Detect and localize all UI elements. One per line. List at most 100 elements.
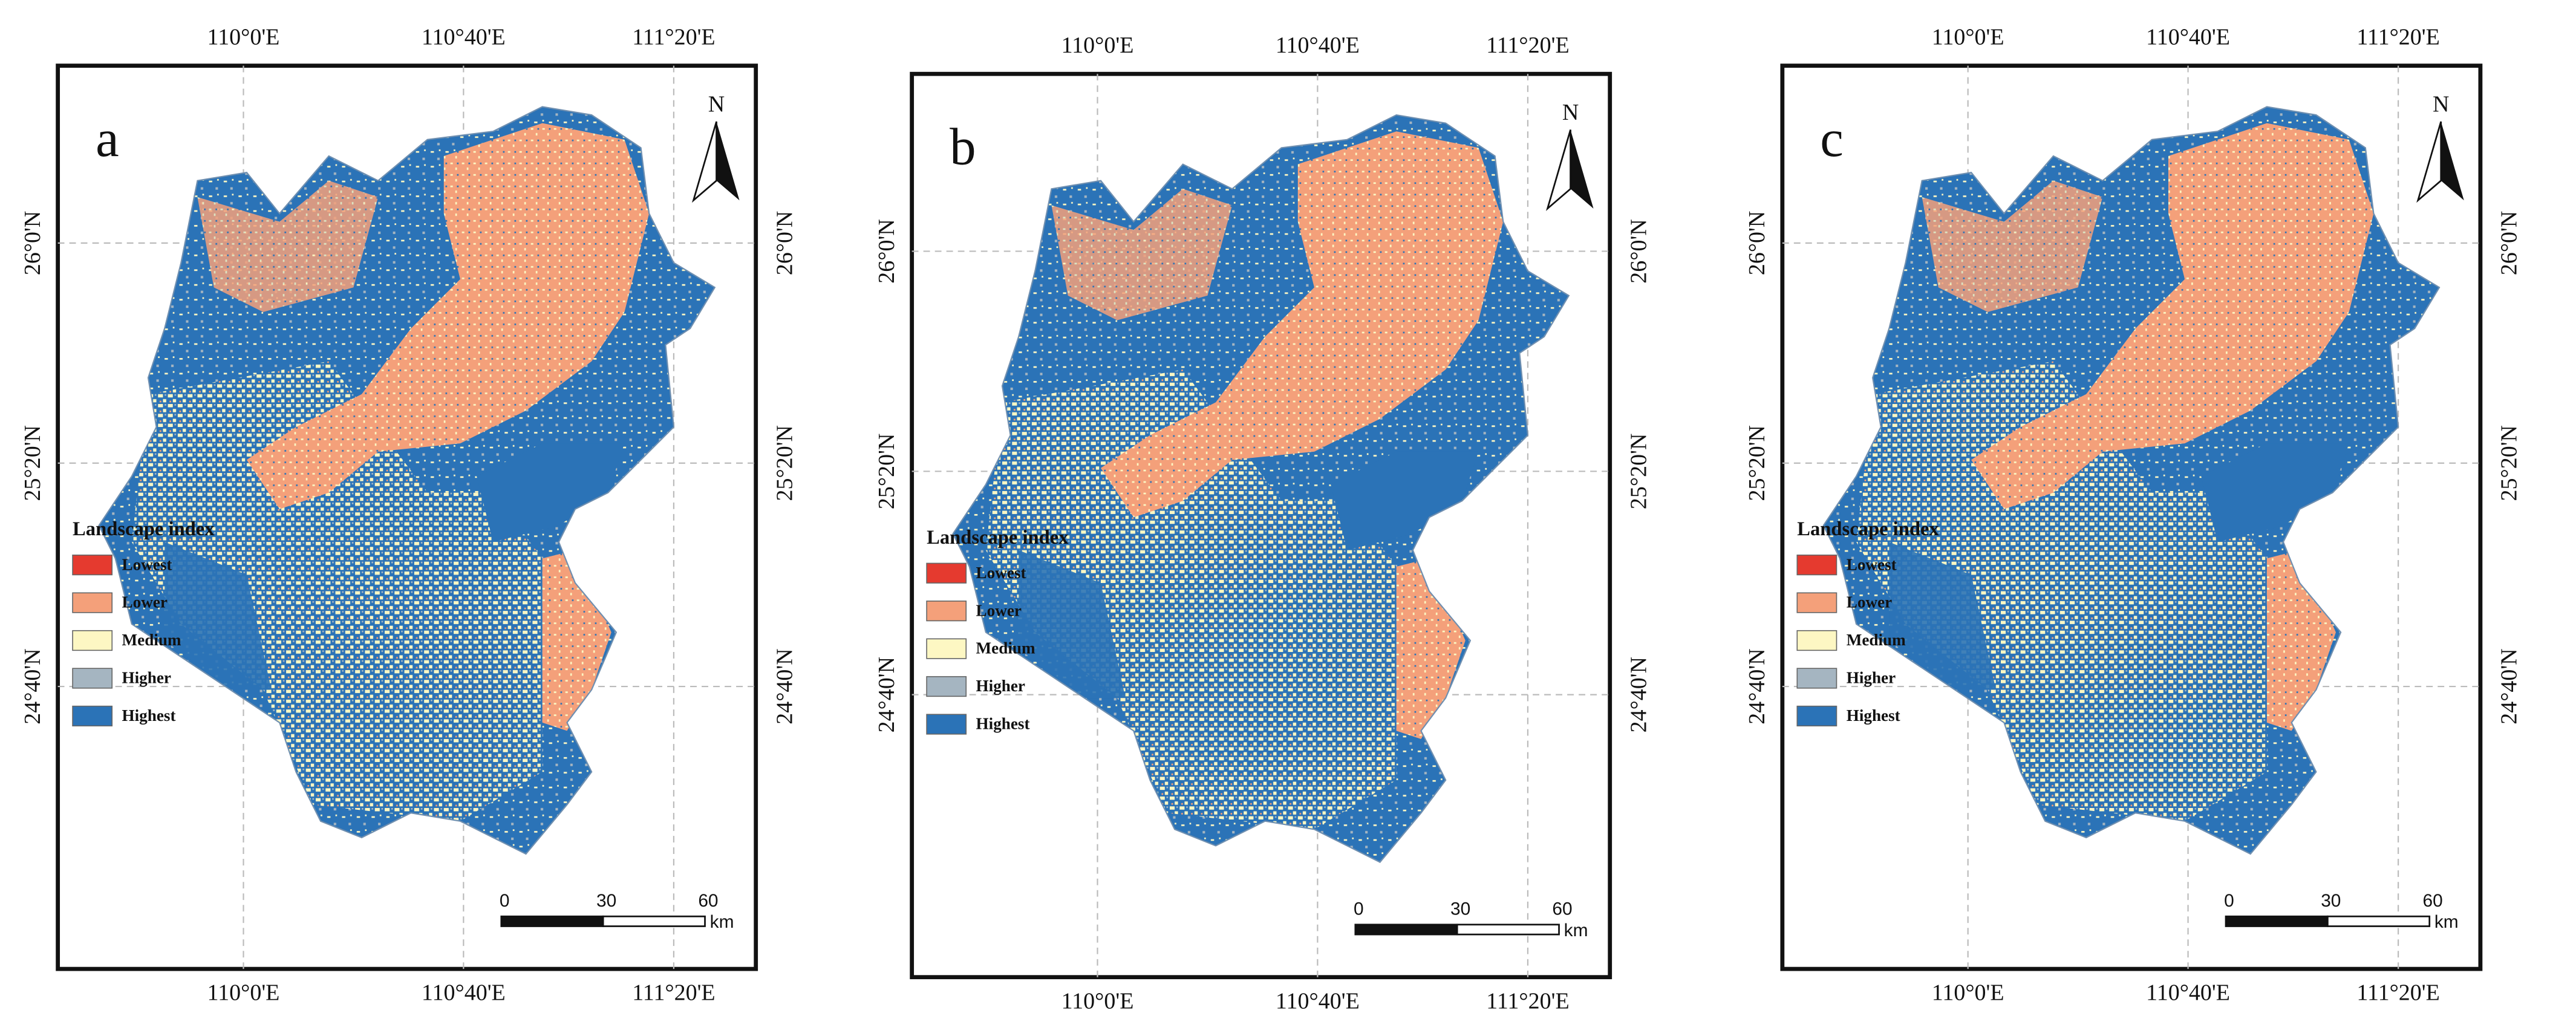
- scale-label: 0: [2224, 891, 2234, 911]
- latitude-label: 26°0'N: [20, 211, 45, 276]
- legend-label: Lowest: [122, 555, 172, 573]
- map-highest-zone: [2201, 443, 2349, 542]
- longitude-label: 111°20'E: [1486, 988, 1569, 1010]
- latitude-label: 26°0'N: [874, 219, 899, 284]
- longitude-label: 110°0'E: [1061, 33, 1134, 58]
- legend-swatch: [1796, 592, 1837, 613]
- north-arrow: [2416, 121, 2442, 203]
- legend-swatch: [1796, 555, 1837, 576]
- north-label: N: [708, 92, 725, 117]
- latitude-label: 25°20'N: [1626, 434, 1651, 509]
- longitude-label: 110°40'E: [422, 980, 506, 1006]
- map-panel: b 110°0'E 110°0'E 110°40'E 110°40'E 111°20'E 1…: [874, 33, 1652, 1010]
- scale-label: 0: [1354, 899, 1364, 919]
- map-lower-zone: [1971, 123, 2374, 509]
- scale-bar: [602, 915, 706, 927]
- legend-label: Medium: [122, 631, 181, 649]
- longitude-label: 111°20'E: [632, 980, 715, 1006]
- latitude-label: 25°20'N: [20, 425, 45, 501]
- legend-title: Landscape index: [73, 518, 215, 540]
- legend-title: Landscape index: [1797, 518, 1939, 540]
- legend-swatch: [72, 592, 113, 613]
- longitude-label: 111°20'E: [1486, 33, 1569, 58]
- longitude-label: 110°0'E: [207, 980, 280, 1006]
- latitude-label: 24°40'N: [1744, 648, 1770, 725]
- latitude-label: 24°40'N: [20, 648, 45, 725]
- map-lower-zone: [1100, 131, 1504, 518]
- latitude-label: 24°40'N: [2497, 648, 2522, 725]
- scale-bar: [500, 915, 604, 927]
- legend-swatch: [926, 562, 967, 584]
- legend-swatch: [72, 555, 113, 576]
- legend-label: Higher: [122, 669, 171, 687]
- map-medium-zone: [131, 361, 543, 821]
- map-lower-zone: [1051, 189, 1233, 321]
- scale-label: 30: [2321, 891, 2341, 911]
- map-outline: [98, 106, 716, 855]
- longitude-label: 110°0'E: [1061, 988, 1134, 1010]
- longitude-label: 110°40'E: [1276, 33, 1360, 58]
- legend-label: Lower: [1847, 593, 1892, 611]
- scale-bar: [1354, 924, 1458, 936]
- legend-label: Lowest: [976, 564, 1026, 582]
- legend-swatch: [1796, 630, 1837, 651]
- scale-unit: km: [2434, 912, 2459, 932]
- legend-label: Higher: [976, 677, 1025, 695]
- panel-label: a: [96, 109, 119, 168]
- scale-label: 60: [2423, 891, 2443, 911]
- latitude-label: 25°20'N: [1744, 425, 1770, 501]
- map-highest-zone: [477, 443, 625, 542]
- map-highest-zone: [1019, 550, 1126, 699]
- scale-bar: [2225, 915, 2329, 927]
- legend-label: Lowest: [1847, 555, 1897, 573]
- legend-swatch: [926, 676, 967, 697]
- legend-label: Highest: [1847, 706, 1900, 725]
- longitude-label: 110°40'E: [2146, 24, 2230, 50]
- legend-swatch: [72, 705, 113, 727]
- longitude-label: 111°20'E: [2356, 980, 2439, 1006]
- legend-swatch: [926, 714, 967, 735]
- map-highest-zone: [1889, 542, 1996, 690]
- longitude-label: 110°0'E: [1932, 980, 2004, 1006]
- scale-label: 30: [596, 891, 616, 911]
- north-label: N: [1562, 100, 1579, 125]
- map-highest-zone: [1331, 451, 1479, 550]
- legend-label: Medium: [1847, 631, 1906, 649]
- latitude-label: 25°20'N: [2497, 425, 2522, 501]
- latitude-label: 24°40'N: [1626, 657, 1651, 733]
- legend-swatch: [1796, 668, 1837, 689]
- legend-label: Medium: [976, 639, 1035, 657]
- longitude-label: 111°20'E: [2356, 24, 2439, 50]
- legend-label: Higher: [1847, 669, 1896, 687]
- latitude-label: 25°20'N: [772, 425, 797, 501]
- longitude-label: 110°0'E: [207, 24, 280, 50]
- legend-label: Lower: [122, 593, 168, 611]
- legend-title: Landscape index: [927, 527, 1069, 549]
- legend-swatch: [72, 630, 113, 651]
- latitude-label: 24°40'N: [772, 648, 797, 725]
- latitude-label: 26°0'N: [1744, 211, 1770, 276]
- north-arrow: [1545, 129, 1571, 211]
- map-medium-zone: [1856, 361, 2267, 821]
- scale-label: 60: [698, 891, 718, 911]
- map-lower-zone: [246, 123, 650, 509]
- map-panel: c 110°0'E 110°0'E 110°40'E 110°40'E 111°20'E 1…: [1744, 24, 2522, 1005]
- longitude-label: 110°0'E: [1932, 24, 2004, 50]
- map-panel: a 110°0'E 110°0'E 110°40'E 110°40'E 111°20'E 1…: [20, 24, 798, 1005]
- legend-label: Highest: [976, 715, 1030, 733]
- legend-swatch: [926, 601, 967, 622]
- scale-unit: km: [710, 912, 734, 932]
- panel-label: b: [950, 118, 976, 176]
- scale-label: 30: [1450, 899, 1470, 919]
- north-label: N: [2433, 92, 2449, 117]
- map-lower-zone: [197, 180, 379, 312]
- scale-unit: km: [1564, 920, 1588, 940]
- legend-label: Lower: [976, 601, 1022, 619]
- map-lower-zone: [1922, 180, 2103, 312]
- map-highest-zone: [165, 542, 272, 690]
- latitude-label: 26°0'N: [772, 211, 797, 276]
- longitude-label: 111°20'E: [632, 24, 715, 50]
- scale-bar: [2327, 915, 2431, 927]
- latitude-label: 25°20'N: [874, 434, 899, 509]
- latitude-label: 26°0'N: [1626, 219, 1651, 284]
